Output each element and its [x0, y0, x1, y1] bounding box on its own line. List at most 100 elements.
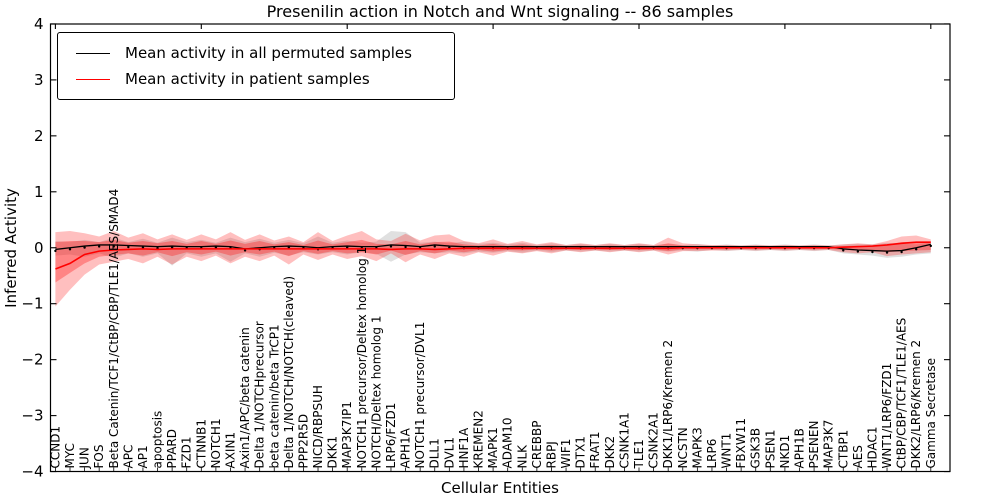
y-tick-label: −2	[21, 351, 43, 369]
x-category-label: CSNK2A1	[647, 412, 661, 468]
legend: Mean activity in all permuted samples Me…	[57, 32, 455, 100]
permuted-mean-marker	[97, 245, 101, 248]
x-category-label: LRP6/FZD1	[384, 403, 398, 469]
chart-title: Presenilin action in Notch and Wnt signa…	[266, 2, 734, 21]
x-category-label: CCND1	[48, 426, 62, 469]
x-axis-label: Cellular Entities	[441, 479, 559, 497]
x-category-label: ADAM10	[501, 417, 515, 468]
x-category-label: Delta 1/NOTCHprecursor	[253, 321, 267, 468]
permuted-mean-marker	[929, 244, 932, 248]
x-category-label: Delta 1/NOTCH/NOTCH(cleaved)	[282, 276, 296, 469]
y-tick-label: 2	[34, 127, 44, 145]
x-category-label: NLK	[515, 444, 529, 469]
permuted-mean-marker	[842, 249, 845, 252]
x-category-label: CTBP1	[836, 430, 850, 469]
x-category-label: Gamma Secretase	[924, 358, 938, 469]
x-category-label: TLE1	[632, 439, 646, 469]
legend-line-red-icon	[76, 78, 110, 80]
x-category-label: NKD1	[778, 435, 792, 469]
legend-item-patient: Mean activity in patient samples	[66, 66, 454, 92]
x-category-label: apoptosis	[151, 411, 165, 469]
x-category-label: MAP3K7IP1	[340, 401, 354, 468]
legend-item-permuted: Mean activity in all permuted samples	[66, 40, 454, 66]
x-category-label: APH1B	[792, 428, 806, 468]
x-category-label: MAP3K7	[822, 420, 836, 469]
x-category-label: CREBBP	[530, 421, 544, 469]
x-category-label: FRAT1	[588, 432, 602, 469]
x-category-label: FZD1	[180, 437, 194, 469]
legend-label-patient: Mean activity in patient samples	[125, 70, 370, 88]
x-category-label: HNF1A	[457, 427, 471, 469]
permuted-mean-marker	[856, 250, 860, 253]
x-category-label: NCSTN	[676, 427, 690, 468]
permuted-mean-marker	[389, 245, 393, 248]
x-category-label: NOTCH1	[209, 418, 223, 468]
x-category-label: FBXW11	[734, 418, 748, 469]
x-category-label: PSEN1	[763, 429, 777, 468]
permuted-mean-line	[55, 243, 931, 252]
y-tick-label: −1	[21, 295, 43, 313]
x-category-label: NOTCH1 precursor/Deltex homolog 1	[355, 247, 369, 469]
y-tick-label: 1	[34, 183, 44, 201]
x-category-label: GSK3B	[749, 428, 763, 469]
x-category-label: KREMEN2	[472, 410, 486, 468]
x-category-label: NICD/RBPSUH	[311, 385, 325, 468]
x-category-label: PPARD	[165, 429, 179, 469]
x-category-label: HDAC1	[865, 426, 879, 468]
permuted-mean-marker	[68, 248, 72, 251]
x-category-label: APH1A	[399, 427, 413, 468]
x-category-label: DKK1	[326, 436, 340, 469]
y-axis-label: Inferred Activity	[2, 188, 20, 308]
permuted-mean-marker	[54, 249, 57, 253]
legend-line-black-icon	[76, 52, 110, 54]
x-category-label: CtBP/CBP/TCF1/TLE1/AES	[895, 318, 909, 469]
y-tick-label: 3	[34, 71, 44, 89]
permuted-mean-marker	[112, 245, 115, 248]
x-category-label: AES	[851, 445, 865, 468]
permuted-mean-marker	[243, 249, 247, 252]
x-category-label: MAPK3	[690, 427, 704, 468]
x-category-label: WNT1	[720, 433, 734, 469]
x-category-label: PPP2R5D	[296, 414, 310, 469]
y-tick-label: 4	[34, 15, 44, 33]
band-patient-samples-spread-inner	[55, 239, 931, 283]
x-category-label: APC	[121, 445, 135, 469]
x-category-label: WNT1/LRP6/FZD1	[880, 363, 894, 469]
x-category-label: Beta Catenin/TCF1/CtBP/CBP/TLE1/AES/SMAD…	[107, 189, 121, 469]
permuted-mean-marker	[127, 245, 130, 249]
x-category-label: NOTCH1 precursor/DVL1	[413, 322, 427, 469]
legend-label-permuted: Mean activity in all permuted samples	[125, 44, 412, 62]
x-category-label: beta catenin/beta TrCP1	[267, 324, 281, 468]
x-category-label: DTX1	[574, 436, 588, 468]
permuted-mean-marker	[900, 250, 903, 254]
x-category-label: FOS	[92, 445, 106, 469]
x-category-label: CSNK1A1	[617, 412, 631, 468]
permuted-mean-marker	[871, 250, 874, 254]
x-category-label: MAPK1	[486, 427, 500, 468]
permuted-mean-marker	[915, 248, 918, 251]
y-tick-label: −3	[21, 407, 43, 425]
x-category-label: JUN	[78, 447, 92, 469]
x-category-label: Axin1/APC/beta catenin	[238, 327, 252, 468]
x-category-label: RBPJ	[544, 441, 558, 468]
x-category-label: CTNNB1	[194, 419, 208, 469]
x-category-label: DKK2/LRP6/Kremen 2	[909, 340, 923, 469]
permuted-mean-marker	[83, 246, 86, 249]
x-category-label: DKK1/LRP6/Kremen 2	[661, 340, 675, 469]
permuted-mean-marker	[404, 245, 407, 249]
x-category-label: MYC	[63, 443, 77, 468]
permuted-mean-marker	[433, 245, 436, 248]
band-patient-samples-spread-outer	[55, 230, 931, 307]
y-tick-label: −4	[21, 463, 43, 481]
x-category-label: DVL1	[442, 437, 456, 469]
x-category-label: DKK2	[603, 436, 617, 469]
x-category-label: PSENEN	[807, 421, 821, 469]
x-category-label: DLL1	[428, 438, 442, 468]
x-category-label: LRP6	[705, 439, 719, 469]
permuted-mean-marker	[885, 251, 889, 254]
y-tick-label: 0	[34, 239, 44, 257]
x-category-label: WIF1	[559, 439, 573, 469]
x-category-label: NOTCH/Deltex homolog 1	[369, 316, 383, 469]
